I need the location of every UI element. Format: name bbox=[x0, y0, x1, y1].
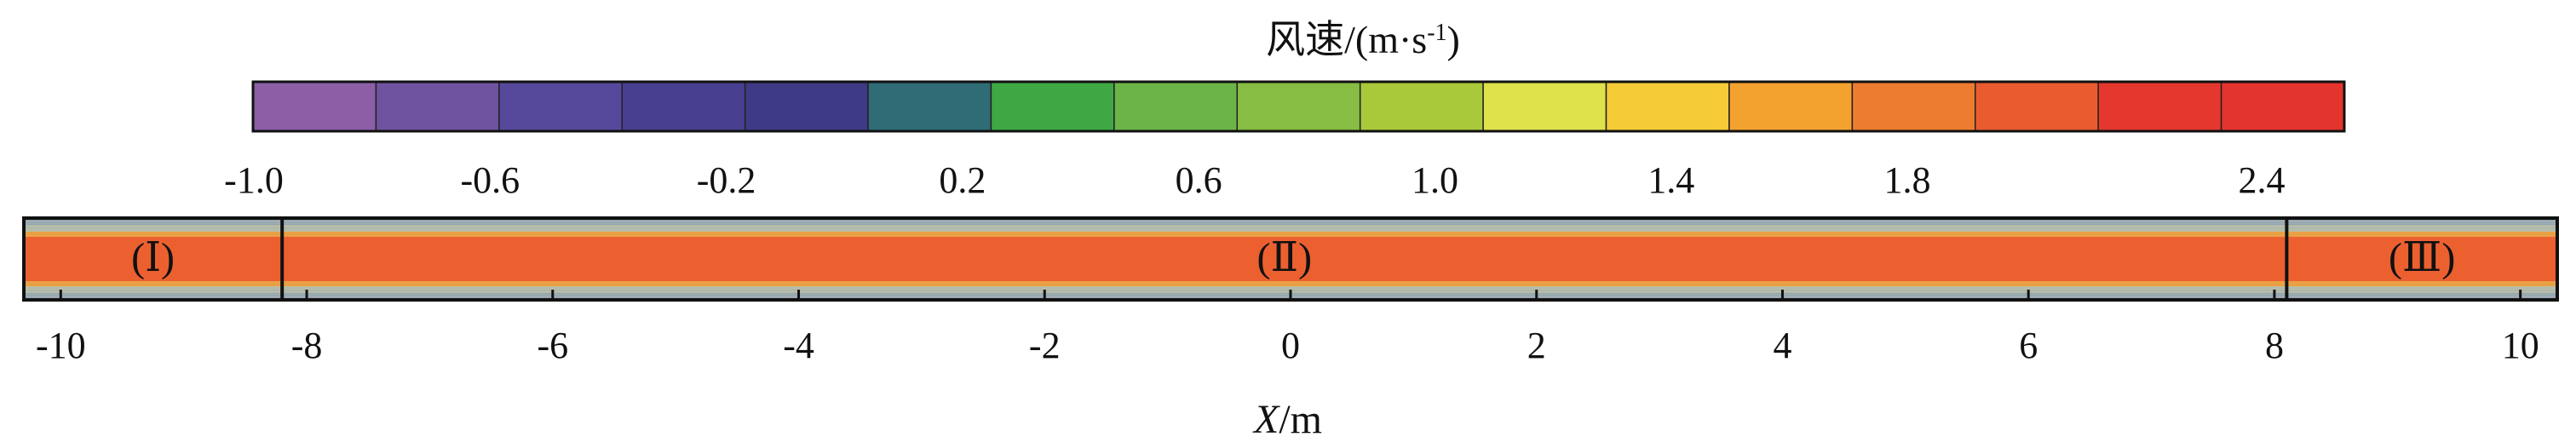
x-tick-label: 8 bbox=[2265, 325, 2284, 366]
x-tick-label: 10 bbox=[2502, 325, 2539, 366]
x-tick-label: 0 bbox=[1281, 325, 1300, 366]
x-tick-label: -8 bbox=[291, 325, 323, 366]
colorbar-tick-label: 2.4 bbox=[2239, 159, 2286, 201]
colorbar-tick-label: 0.6 bbox=[1176, 159, 1222, 201]
x-tick-label: -6 bbox=[537, 325, 568, 366]
colorbar-swatch bbox=[375, 81, 500, 132]
colorbar-swatch bbox=[1975, 81, 2099, 132]
colorbar-tick-label: 1.8 bbox=[1884, 159, 1931, 201]
colorbar-swatch bbox=[1236, 81, 1361, 132]
colorbar-swatch bbox=[621, 81, 746, 132]
colorbar-tick-label: 1.0 bbox=[1412, 159, 1458, 201]
colorbar-swatch bbox=[1113, 81, 1239, 132]
colorbar-swatch bbox=[867, 81, 992, 132]
x-axis: -10 -8 -6 -4 -2 0 2 4 6 8 10 bbox=[36, 290, 2539, 366]
x-tick-label: 6 bbox=[2019, 325, 2038, 366]
colorbar-border bbox=[251, 80, 2346, 133]
colorbar-swatch bbox=[990, 81, 1115, 132]
x-tick-label: -4 bbox=[783, 325, 814, 366]
x-tick-label: 2 bbox=[1527, 325, 1546, 366]
colorbar-tick-label: -1.0 bbox=[224, 159, 284, 201]
title-text-end: ) bbox=[1447, 18, 1460, 61]
region-label: (Ⅱ) bbox=[1256, 235, 1312, 280]
colorbar-tick-label: -0.2 bbox=[697, 159, 756, 201]
colorbar-tick-label: 0.2 bbox=[939, 159, 986, 201]
colorbar bbox=[251, 80, 2346, 133]
colorbar-tick-label: 1.4 bbox=[1647, 159, 1694, 201]
x-axis-label: X/m bbox=[1252, 397, 1322, 442]
colorbar-title: 风速/(m·s-1) bbox=[1266, 18, 1460, 61]
field-core-band bbox=[24, 237, 2557, 281]
wind-speed-field: (Ⅰ) (Ⅱ) (Ⅲ) bbox=[22, 216, 2559, 302]
colorbar-tick-labels: -1.0 -0.6 -0.2 0.2 0.6 1.0 1.4 1.8 2.4 bbox=[224, 159, 2285, 201]
x-tick-label: -2 bbox=[1029, 325, 1061, 366]
colorbar-swatch bbox=[252, 81, 377, 132]
colorbar-swatch bbox=[498, 81, 623, 132]
title-text: 风速/(m·s bbox=[1266, 18, 1427, 61]
colorbar-tick-label: -0.6 bbox=[460, 159, 520, 201]
colorbar-swatch bbox=[2097, 81, 2222, 132]
colorbar-swatch bbox=[1359, 81, 1484, 132]
colorbar-swatch bbox=[1605, 81, 1730, 132]
region-label: (Ⅲ) bbox=[2389, 235, 2455, 280]
colorbar-swatch bbox=[1728, 81, 1854, 132]
x-tick-label: -10 bbox=[36, 325, 86, 366]
x-axis-label-variable: X bbox=[1252, 397, 1280, 442]
x-axis-label-unit: /m bbox=[1279, 397, 1322, 442]
colorbar-swatch bbox=[1851, 81, 1976, 132]
colorbar-swatch bbox=[1482, 81, 1607, 132]
title-superscript: -1 bbox=[1427, 20, 1446, 46]
colorbar-swatch bbox=[2220, 81, 2345, 132]
x-tick-label: 4 bbox=[1773, 325, 1791, 366]
region-label: (Ⅰ) bbox=[131, 235, 175, 280]
colorbar-swatch bbox=[744, 81, 869, 132]
